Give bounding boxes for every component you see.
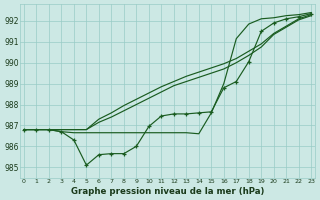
X-axis label: Graphe pression niveau de la mer (hPa): Graphe pression niveau de la mer (hPa) [71, 187, 264, 196]
